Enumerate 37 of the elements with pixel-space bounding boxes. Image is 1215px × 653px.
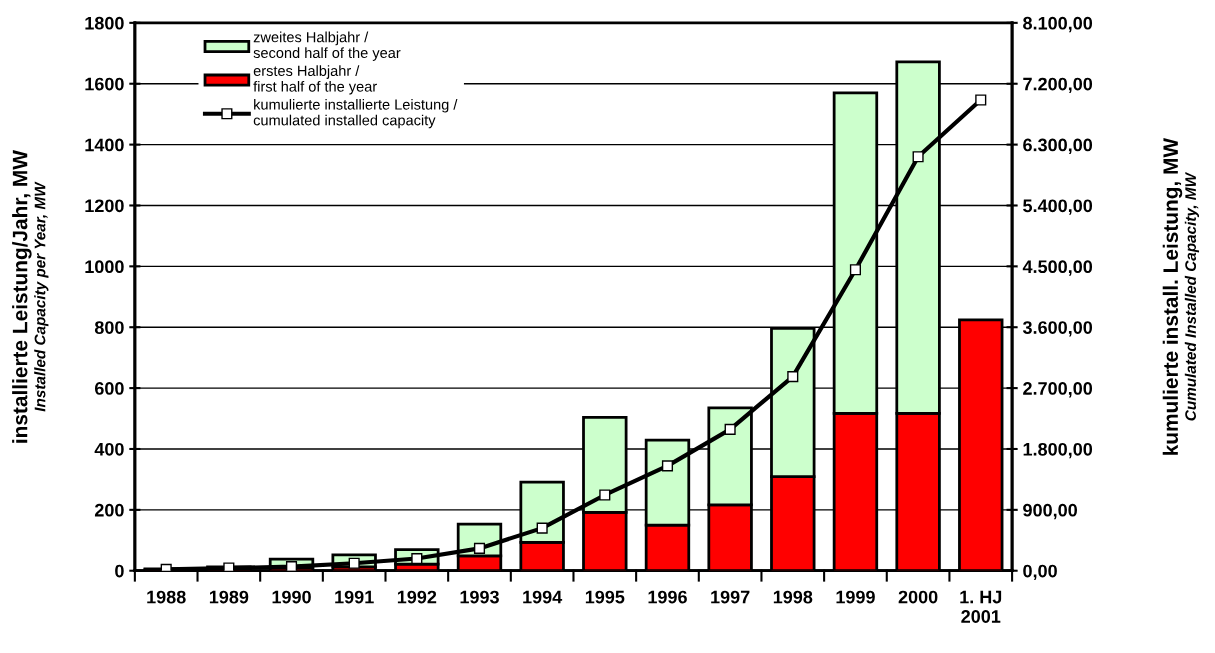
y-tick-label: 600 xyxy=(94,382,124,395)
x-tick-label: 1993 xyxy=(460,590,499,604)
y2-tick-label: 6.300,00 xyxy=(1023,138,1093,154)
y-axis-title: installierte Leistung/Jahr, MW Installed Capacity per Year, MW xyxy=(12,150,49,443)
y-tick-label: 1000 xyxy=(85,260,124,274)
x-tick-label: 1991 xyxy=(335,590,374,604)
y2-axis-title: kumulierte install. Leistung, MW Cumulated Installed Capacity, MW xyxy=(1162,137,1200,455)
y2-tick-label: 0,00 xyxy=(1023,564,1057,581)
y2-tick-label: 8.100,00 xyxy=(1023,16,1093,33)
x-tick-label: 1998 xyxy=(773,590,813,604)
x-tick-label: 1994 xyxy=(523,590,563,604)
y2-tick-label: 900,00 xyxy=(1023,503,1077,520)
x-tick-label: 1989 xyxy=(209,590,249,604)
y2-tick-label: 4.500,00 xyxy=(1022,260,1093,276)
y2-tick-label: 5.400,00 xyxy=(1023,199,1093,215)
x-tick-label: 1995 xyxy=(585,590,625,604)
y-tick-label: 1600 xyxy=(85,77,124,91)
y2-tick-label: 1.800,00 xyxy=(1023,442,1093,459)
x-tick-label: 1990 xyxy=(272,590,311,604)
y-tick-label: 800 xyxy=(94,321,124,334)
x-tick-label: 1999 xyxy=(836,590,875,604)
y-tick-label: 1400 xyxy=(85,138,124,152)
x-tick-label: 1997 xyxy=(711,590,750,604)
x-tick-label: 1. HJ 2001 xyxy=(960,590,1002,623)
y-tick-label: 1200 xyxy=(85,199,124,213)
y-tick-label: 200 xyxy=(94,503,124,517)
y2-tick-label: 7.200,00 xyxy=(1023,77,1093,94)
y-tick-label: 400 xyxy=(94,442,124,456)
x-tick-label: 2000 xyxy=(898,590,938,604)
x-tick-label: 1992 xyxy=(397,590,437,604)
y2-tick-label: 2.700,00 xyxy=(1023,382,1093,398)
x-tick-label: 1996 xyxy=(648,590,687,604)
legend-label: kumulierte installierte Leistung / cumulated installed capacity xyxy=(253,98,458,129)
y2-tick-label: 3.600,00 xyxy=(1022,321,1093,337)
x-tick-label: 1988 xyxy=(147,590,186,604)
y-tick-label: 1800 xyxy=(85,16,124,30)
y-tick-label: 0 xyxy=(115,564,124,578)
